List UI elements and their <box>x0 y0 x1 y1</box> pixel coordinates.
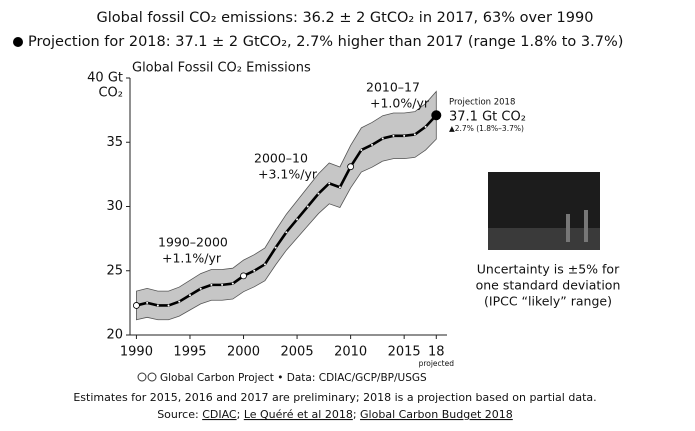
point <box>253 269 256 272</box>
point <box>360 148 363 151</box>
bullet <box>13 37 23 47</box>
source-link[interactable]: CDIAC <box>202 408 237 421</box>
annotation: 1990–2000 <box>158 235 228 250</box>
projection-value: 37.1 Gt CO₂ <box>449 110 526 125</box>
point <box>413 133 416 136</box>
source-text: Source: <box>157 408 202 421</box>
x-tick-label: 2000 <box>227 345 260 360</box>
point <box>431 110 442 121</box>
point <box>347 163 355 171</box>
point <box>317 192 320 195</box>
headline: Global fossil CO₂ emissions: 36.2 ± 2 Gt… <box>97 10 594 26</box>
point <box>285 231 288 234</box>
source-text: ; <box>353 408 360 421</box>
source-link[interactable]: Le Quéré et al 2018 <box>244 408 353 421</box>
projection-change: ▲2.7% (1.8%–3.7%) <box>449 124 524 133</box>
annotation: 2000–10 <box>254 151 308 166</box>
chart-credit: Global Carbon Project • Data: CDIAC/GCP/… <box>160 372 427 384</box>
annotation: 2010–17 <box>366 80 420 95</box>
uncertainty-note: (IPCC “likely” range) <box>484 294 612 309</box>
annotation: +1.0%/yr <box>370 96 430 111</box>
y-tick-label: 30 <box>106 199 123 214</box>
y-tick-label: 40 Gt <box>87 71 123 86</box>
point <box>188 294 191 297</box>
point <box>178 300 181 303</box>
point <box>338 186 341 189</box>
projection-title: Projection 2018 <box>449 98 515 108</box>
x-tick-label: 1990 <box>120 345 153 360</box>
x-tick-label: 1995 <box>173 345 206 360</box>
footnote: Estimates for 2015, 2016 and 2017 are pr… <box>73 391 596 404</box>
point <box>133 302 140 309</box>
y-unit: CO₂ <box>98 86 123 101</box>
point <box>210 283 213 286</box>
point <box>306 205 309 208</box>
point <box>328 182 331 185</box>
point <box>403 134 406 137</box>
point <box>221 283 224 286</box>
annotation: +3.1%/yr <box>258 167 318 182</box>
point <box>296 218 299 221</box>
point <box>146 301 149 304</box>
x-tick-label: 18 <box>428 345 445 360</box>
x-note: projected <box>419 359 455 368</box>
chart-title: Global Fossil CO₂ Emissions <box>132 61 311 76</box>
point <box>424 125 427 128</box>
uncertainty-band <box>136 90 437 321</box>
point <box>392 134 395 137</box>
point <box>274 246 277 249</box>
point <box>381 137 384 140</box>
source-link[interactable]: Global Carbon Budget 2018 <box>360 408 513 421</box>
x-tick-label: 2005 <box>281 345 314 360</box>
projection-line: Projection for 2018: 37.1 ± 2 GtCO₂, 2.7… <box>28 34 623 50</box>
cc-icon <box>147 372 157 382</box>
point <box>199 287 202 290</box>
photo-ground <box>488 228 600 250</box>
x-tick-label: 2010 <box>334 345 367 360</box>
point <box>156 304 159 307</box>
x-tick-label: 2015 <box>388 345 421 360</box>
point <box>240 272 247 280</box>
uncertainty-note: one standard deviation <box>476 278 621 293</box>
y-tick-label: 35 <box>106 135 123 150</box>
y-tick-label: 20 <box>106 328 123 343</box>
photo-stack <box>584 210 588 242</box>
y-tick-label: 25 <box>106 263 123 278</box>
source-text: ; <box>237 408 244 421</box>
annotation: +1.1%/yr <box>162 251 222 266</box>
point <box>167 304 170 307</box>
cc-icon <box>137 372 147 382</box>
point <box>231 282 234 285</box>
uncertainty-note: Uncertainty is ±5% for <box>477 262 620 277</box>
point <box>371 143 374 146</box>
photo-stack <box>566 214 570 242</box>
point <box>263 263 266 266</box>
source: Source: CDIAC; Le Quéré et al 2018; Glob… <box>157 408 513 421</box>
